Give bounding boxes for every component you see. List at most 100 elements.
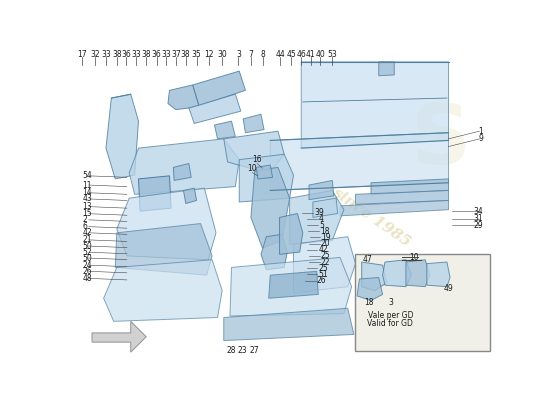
Text: 50: 50	[82, 242, 92, 250]
Text: 17: 17	[77, 50, 87, 59]
Polygon shape	[224, 308, 354, 341]
Polygon shape	[243, 114, 264, 133]
Polygon shape	[116, 224, 212, 275]
Polygon shape	[269, 271, 318, 298]
Polygon shape	[256, 165, 273, 179]
Polygon shape	[290, 190, 344, 244]
Text: 38: 38	[141, 50, 151, 59]
Text: 15: 15	[82, 209, 92, 218]
Text: Vale per GD: Vale per GD	[367, 312, 413, 320]
Text: 3: 3	[389, 298, 394, 306]
Text: 27: 27	[249, 346, 259, 355]
Polygon shape	[230, 258, 351, 316]
Polygon shape	[239, 154, 294, 202]
Polygon shape	[383, 260, 411, 287]
Text: 22: 22	[320, 258, 330, 266]
Text: 31: 31	[474, 214, 483, 224]
Text: 34: 34	[474, 207, 483, 216]
Polygon shape	[379, 62, 394, 76]
Text: 11: 11	[82, 180, 92, 190]
Text: 14: 14	[82, 188, 92, 197]
Polygon shape	[357, 278, 383, 300]
Polygon shape	[362, 262, 387, 290]
Text: 47: 47	[362, 255, 372, 264]
Text: 42: 42	[82, 228, 92, 237]
Polygon shape	[294, 237, 355, 293]
Polygon shape	[371, 179, 448, 194]
Text: 3: 3	[236, 50, 241, 59]
Text: 18: 18	[365, 298, 374, 306]
Polygon shape	[92, 321, 146, 352]
Polygon shape	[106, 94, 139, 179]
Text: 2: 2	[82, 215, 87, 224]
Text: 10: 10	[409, 253, 419, 262]
Text: 33: 33	[101, 50, 111, 59]
Text: 46: 46	[296, 50, 306, 59]
Text: 25: 25	[318, 264, 328, 273]
Text: S: S	[411, 100, 471, 181]
Text: 38: 38	[181, 50, 190, 59]
Text: 26: 26	[82, 267, 92, 276]
Text: 37: 37	[171, 50, 181, 59]
Text: 38: 38	[112, 50, 122, 59]
Text: 9: 9	[478, 134, 483, 143]
Polygon shape	[279, 214, 303, 254]
Text: 21: 21	[82, 235, 92, 244]
Text: 4: 4	[319, 214, 324, 224]
Text: 12: 12	[204, 50, 213, 59]
Text: 29: 29	[474, 221, 483, 230]
Text: 10: 10	[248, 164, 257, 173]
Text: 51: 51	[318, 270, 328, 279]
Text: 36: 36	[122, 50, 131, 59]
Polygon shape	[355, 190, 448, 204]
Text: 30: 30	[217, 50, 227, 59]
Text: 1: 1	[478, 127, 483, 136]
Text: 16: 16	[252, 155, 262, 164]
Polygon shape	[173, 164, 191, 180]
Text: 52: 52	[82, 248, 92, 257]
Text: 23: 23	[238, 346, 248, 355]
Text: 32: 32	[90, 50, 100, 59]
Text: 44: 44	[276, 50, 285, 59]
Polygon shape	[313, 198, 338, 218]
Polygon shape	[270, 133, 448, 190]
Polygon shape	[309, 180, 334, 200]
Text: 41: 41	[306, 50, 316, 59]
Text: 5: 5	[319, 221, 324, 230]
Text: 8: 8	[261, 50, 266, 59]
Polygon shape	[117, 188, 216, 260]
Text: 28: 28	[227, 346, 236, 355]
Text: 25: 25	[320, 252, 330, 260]
Text: 42: 42	[318, 245, 328, 254]
Text: 40: 40	[315, 50, 325, 59]
Polygon shape	[224, 131, 284, 170]
Text: 18: 18	[320, 227, 329, 236]
Polygon shape	[261, 234, 287, 270]
Polygon shape	[129, 139, 239, 194]
Text: 33: 33	[161, 50, 171, 59]
Text: 7: 7	[249, 50, 254, 59]
Text: 35: 35	[192, 50, 201, 59]
Polygon shape	[301, 62, 448, 148]
Text: 6: 6	[82, 222, 87, 231]
Text: 20: 20	[320, 239, 330, 248]
Polygon shape	[189, 94, 241, 124]
Text: 19: 19	[321, 233, 331, 242]
Polygon shape	[103, 260, 222, 321]
Text: 45: 45	[287, 50, 296, 59]
Polygon shape	[427, 262, 450, 287]
Polygon shape	[340, 200, 448, 216]
Text: since 1985: since 1985	[329, 185, 413, 250]
Polygon shape	[184, 188, 197, 204]
Text: 54: 54	[82, 171, 92, 180]
Text: 33: 33	[131, 50, 141, 59]
Text: 53: 53	[327, 50, 337, 59]
Text: 36: 36	[152, 50, 162, 59]
Polygon shape	[214, 121, 235, 139]
Text: 13: 13	[82, 202, 92, 211]
Text: Valid for GD: Valid for GD	[367, 319, 413, 328]
Polygon shape	[139, 176, 171, 211]
Text: 48: 48	[82, 274, 92, 283]
Polygon shape	[406, 260, 430, 287]
FancyBboxPatch shape	[355, 254, 490, 351]
